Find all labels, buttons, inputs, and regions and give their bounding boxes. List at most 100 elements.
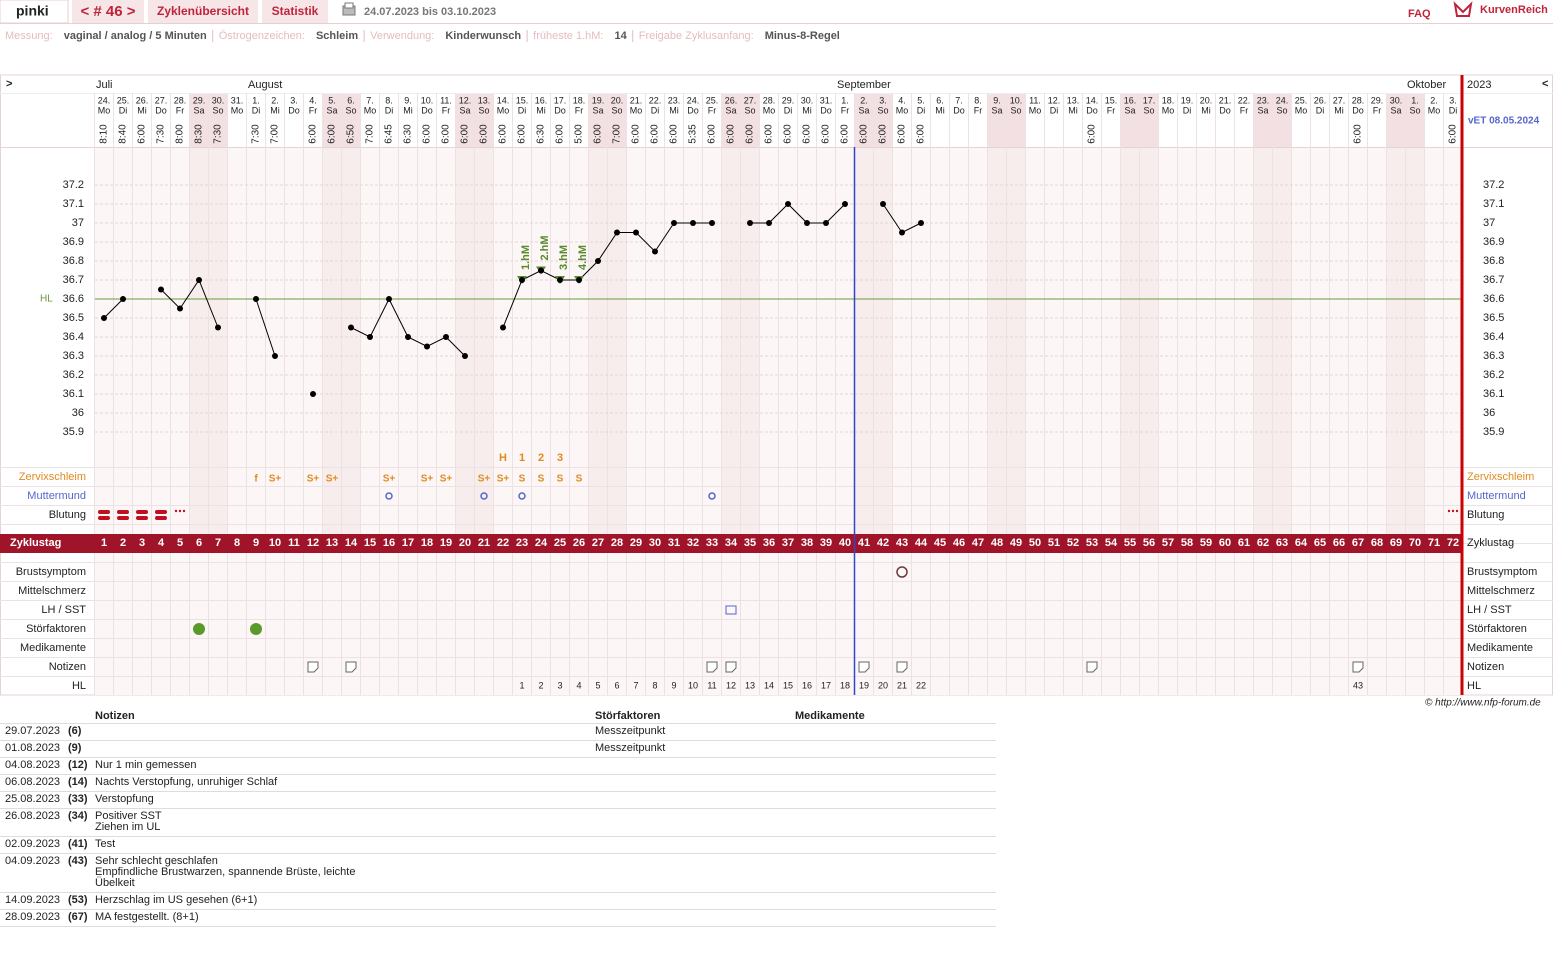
cycle-tab[interactable] xyxy=(72,0,144,23)
weekend-header xyxy=(1139,93,1159,147)
temp-point xyxy=(405,334,411,340)
cycle-nav[interactable]: < # 46 > xyxy=(80,3,135,20)
weekend-column xyxy=(873,147,893,534)
time-label: 6:00 xyxy=(878,124,889,144)
note-text: Nur 1 min gemessen xyxy=(95,759,197,771)
y-tick-label-right: 36.6 xyxy=(1483,293,1504,305)
y-tick-label: 36.9 xyxy=(63,236,84,248)
weekday-label: Fr xyxy=(974,105,983,115)
temp-point xyxy=(386,296,392,302)
tab[interactable] xyxy=(262,0,328,23)
weekday-label: Mo xyxy=(231,105,244,115)
date-label: 29. xyxy=(1371,95,1384,105)
tab-label[interactable]: Zyklenübersicht xyxy=(157,4,249,18)
time-label: 6:45 xyxy=(384,124,395,144)
weekday-label: Mi xyxy=(669,105,679,115)
date-label: 8. xyxy=(385,95,393,105)
time-label: 6:00 xyxy=(441,124,452,144)
cycle-day: 21 xyxy=(478,537,490,549)
note-disturbance: Messzeitpunkt xyxy=(595,725,665,737)
logo xyxy=(1453,1,1473,17)
weekday-label: Mi xyxy=(802,105,812,115)
cycle-day: 65 xyxy=(1314,537,1326,549)
faq-link[interactable]: FAQ xyxy=(1408,8,1431,20)
y-tick-label-right: 37.2 xyxy=(1483,179,1504,191)
print-icon[interactable] xyxy=(342,2,356,16)
weekday-label: So xyxy=(478,105,489,115)
weekday-label: Mo xyxy=(1295,105,1308,115)
weekend-header xyxy=(1405,93,1425,147)
cervix-icon xyxy=(708,492,716,500)
temp-point xyxy=(310,391,316,397)
date-label: 25. xyxy=(706,95,719,105)
weekend-header xyxy=(322,93,342,147)
date-label: 26. xyxy=(1314,95,1327,105)
hl-count: 9 xyxy=(671,680,676,690)
cycle-day: 22 xyxy=(497,537,509,549)
weekend-column xyxy=(1253,147,1273,534)
info-value: vaginal / analog / 5 Minuten xyxy=(64,30,207,42)
weekend-column xyxy=(455,147,475,534)
note-day: (43) xyxy=(68,855,88,867)
cycle-day: 62 xyxy=(1257,537,1269,549)
cycle-day: 3 xyxy=(139,537,145,549)
cycle-day: 37 xyxy=(782,537,794,549)
peak-label: 3 xyxy=(557,452,563,464)
weekend-column xyxy=(322,147,342,534)
date-label: 1. xyxy=(1411,95,1419,105)
weekend-column xyxy=(189,147,209,534)
row-label-right: Notizen xyxy=(1467,661,1504,673)
weekday-label: So xyxy=(744,105,755,115)
weekday-label: Sa xyxy=(326,105,337,115)
weekend-header xyxy=(341,93,361,147)
y-tick-label-right: 36.5 xyxy=(1483,312,1504,324)
tab[interactable] xyxy=(148,0,258,23)
weekday-label: Fr xyxy=(442,105,451,115)
temp-point xyxy=(519,277,525,283)
date-label: 8. xyxy=(974,95,982,105)
mucus-label: S xyxy=(538,474,545,485)
time-label: 7:30 xyxy=(213,124,224,144)
date-label: 9. xyxy=(404,95,412,105)
weekend-column xyxy=(341,147,361,534)
date-label: 25. xyxy=(1295,95,1308,105)
info-value: Minus-8-Regel xyxy=(765,30,840,42)
y-tick-label: 36.5 xyxy=(63,312,84,324)
note-day: (53) xyxy=(68,894,88,906)
weekday-label: Sa xyxy=(858,105,869,115)
date-label: 29. xyxy=(193,95,206,105)
cycle-day: 7 xyxy=(215,537,221,549)
hl-count: 20 xyxy=(878,680,888,690)
weekday-label: Do xyxy=(953,105,965,115)
peak-label: 1 xyxy=(519,452,525,464)
tab-label[interactable]: Statistik xyxy=(272,4,319,18)
row-label-right: HL xyxy=(1467,680,1481,692)
weekday-label: So xyxy=(1409,105,1420,115)
breast-icon xyxy=(896,566,908,578)
weekend-header xyxy=(873,93,893,147)
time-label: 8:00 xyxy=(175,124,186,144)
mucus-label: S+ xyxy=(326,474,339,485)
cycle-day: 24 xyxy=(535,537,548,549)
note-day: (14) xyxy=(68,776,88,788)
row-label-right: Mittelschmerz xyxy=(1467,585,1535,597)
cycle-day: 33 xyxy=(706,537,718,549)
note-icon xyxy=(896,661,908,673)
weekday-label: Sa xyxy=(725,105,736,115)
disturbance-icon xyxy=(193,623,205,635)
weekday-label: Do xyxy=(1352,105,1364,115)
info-value: Kinderwunsch xyxy=(445,30,521,42)
weekday-label: Di xyxy=(1316,105,1325,115)
date-label: 31. xyxy=(820,95,833,105)
note-date: 28.09.2023 xyxy=(5,911,60,923)
weekend-column xyxy=(740,147,760,534)
weekend-column xyxy=(987,147,1007,534)
date-label: 11. xyxy=(440,95,452,105)
cycle-day: 14 xyxy=(345,537,358,549)
temp-point xyxy=(462,353,468,359)
hl-count: 13 xyxy=(745,680,755,690)
note-day: (34) xyxy=(68,810,88,822)
row-label: Muttermund xyxy=(27,490,86,502)
hl-count: 19 xyxy=(859,680,869,690)
y-tick-label: 36.8 xyxy=(63,255,84,267)
